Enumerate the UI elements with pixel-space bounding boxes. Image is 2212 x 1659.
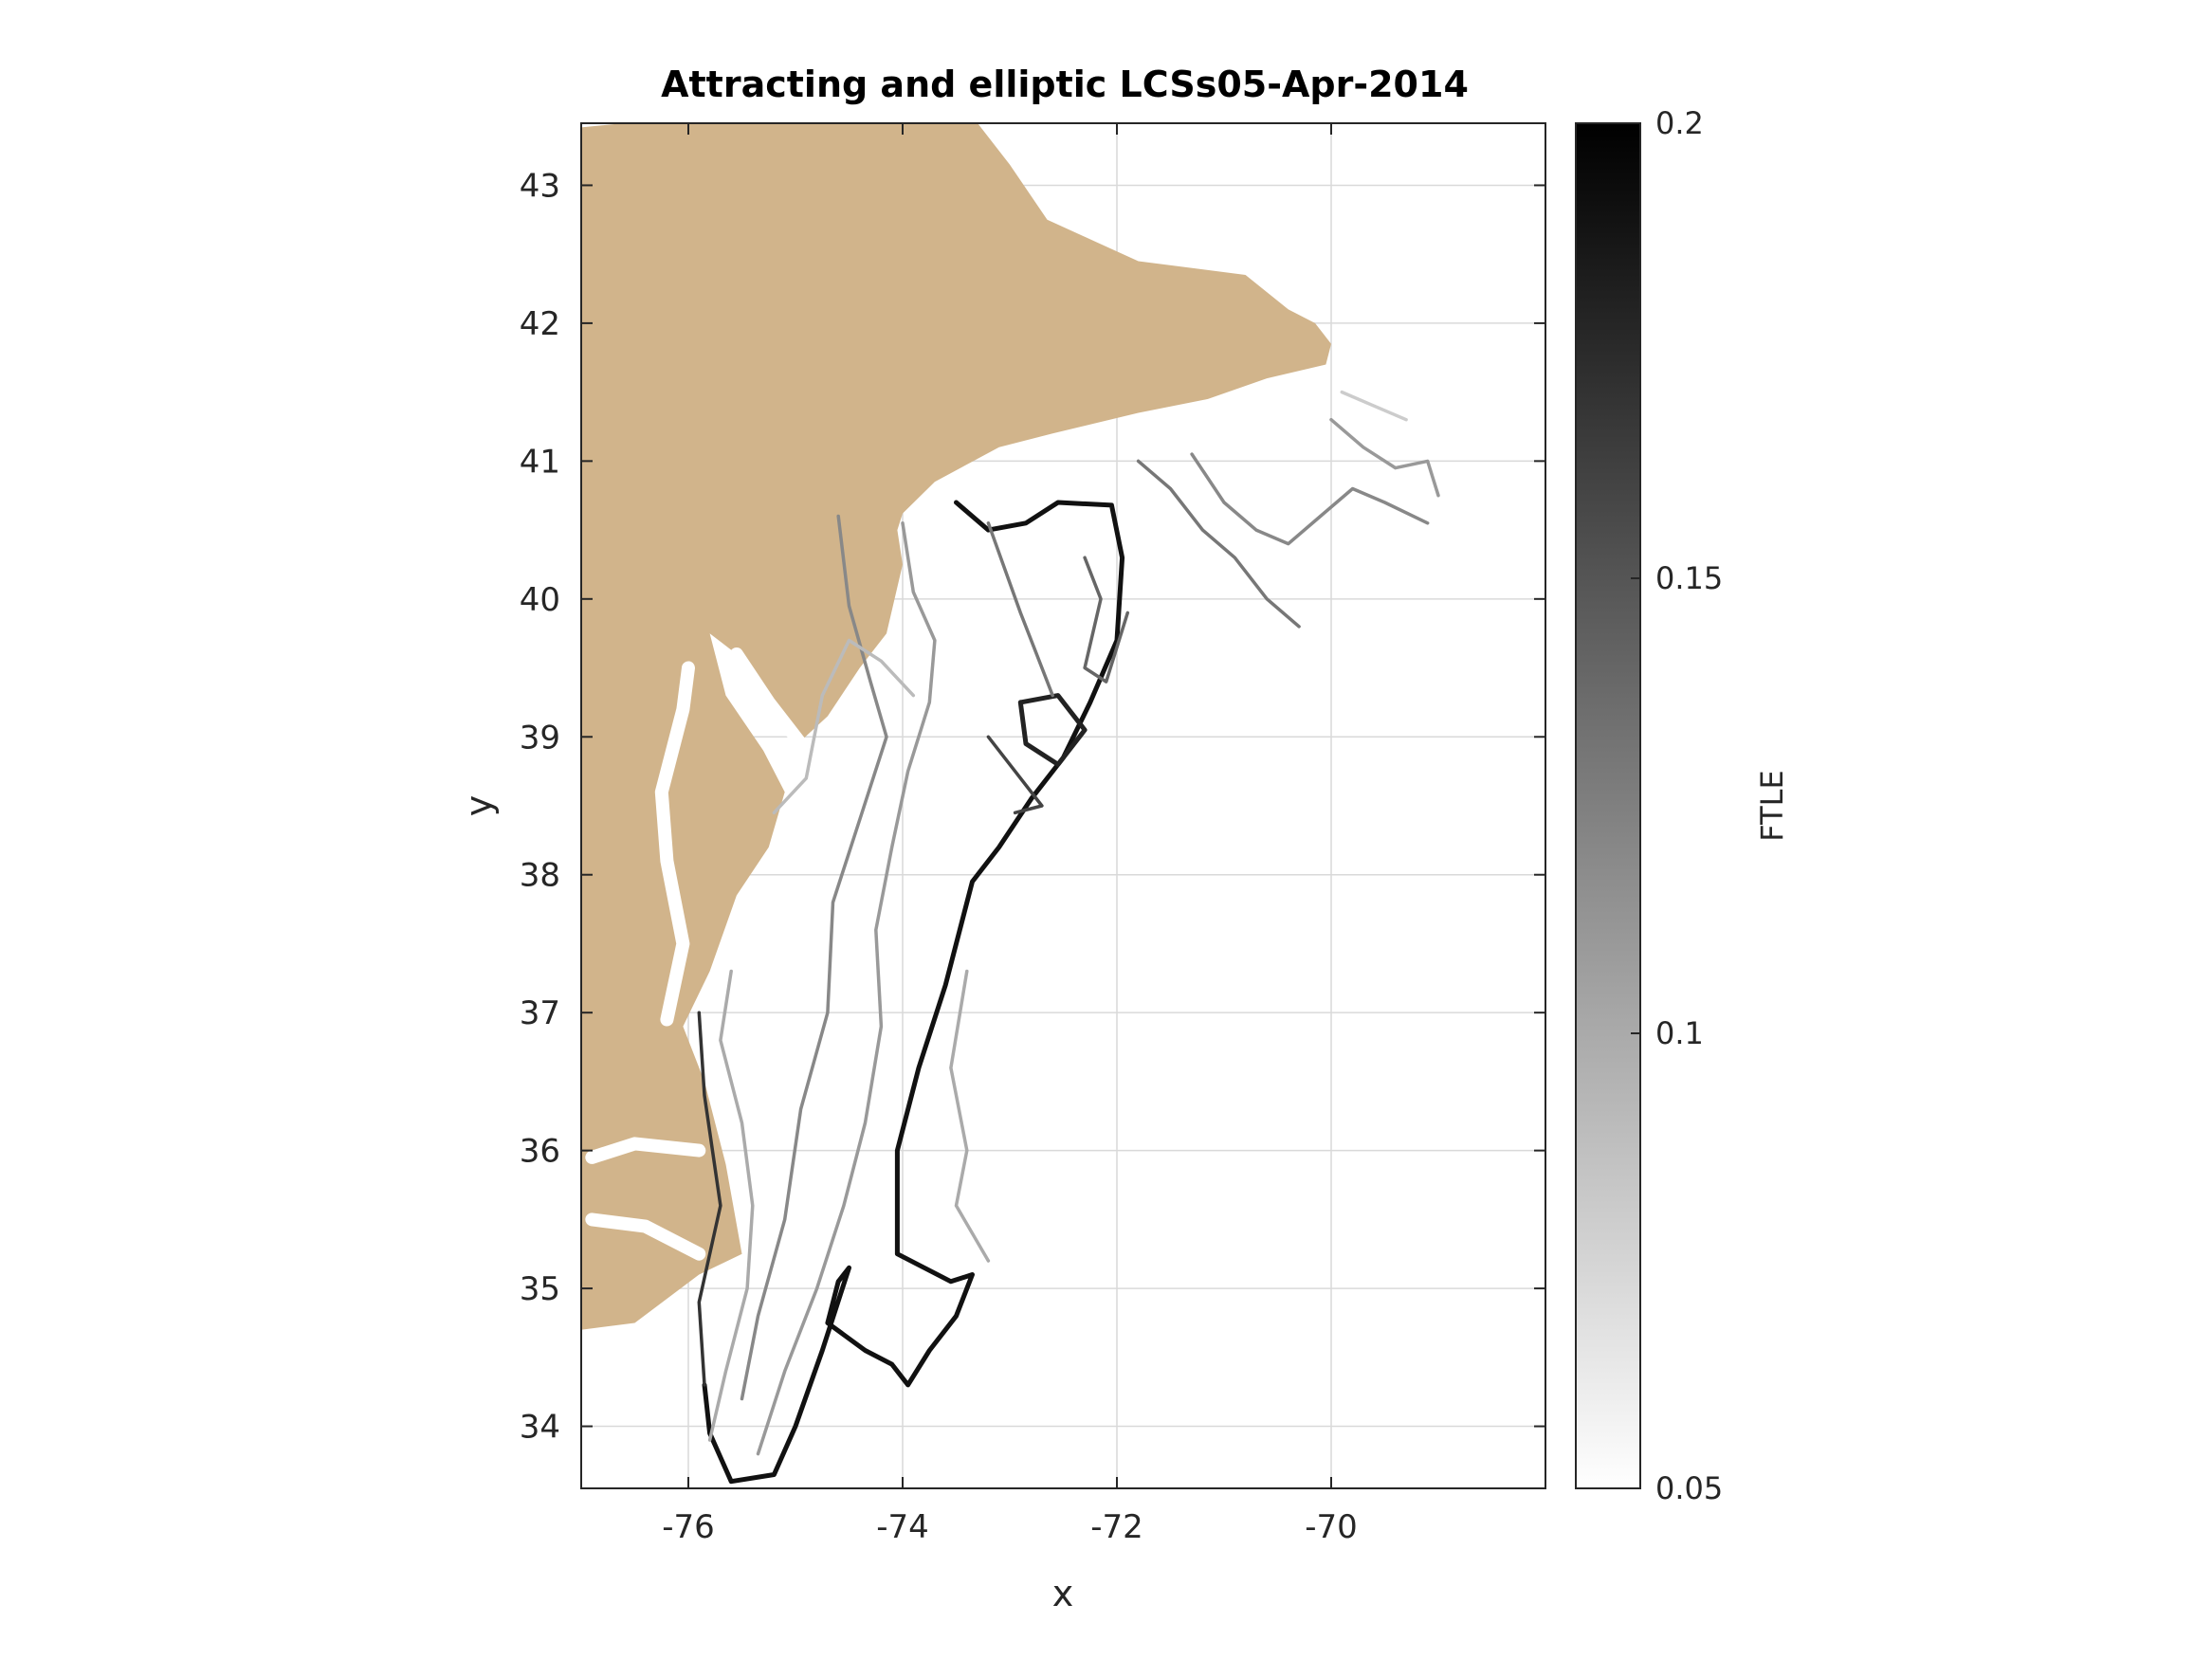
lcs-curve bbox=[1190, 452, 1430, 546]
bay-chesapeake bbox=[654, 661, 695, 1027]
y-tick-label: 35 bbox=[520, 1270, 560, 1308]
y-axis-ticks: 34 35 36 37 38 39 40 41 42 43 bbox=[520, 167, 1545, 1447]
x-axis-ticks: -76 -74 -72 -70 bbox=[662, 123, 1358, 1546]
bay-albemarle bbox=[585, 1137, 706, 1164]
axes-frame bbox=[580, 122, 1546, 1489]
colorbar-tick-label: 0.1 bbox=[1655, 1015, 1704, 1051]
colorbar-tick-label: 0.05 bbox=[1655, 1470, 1723, 1506]
land-mass bbox=[581, 123, 1331, 1488]
y-tick-label: 39 bbox=[520, 719, 560, 757]
lcs-curve bbox=[1083, 556, 1130, 684]
y-tick-label: 40 bbox=[520, 581, 560, 619]
bay-delaware bbox=[729, 647, 808, 751]
bay-pamlico bbox=[585, 1212, 706, 1261]
y-tick-label: 34 bbox=[520, 1409, 560, 1447]
lcs-curve bbox=[756, 521, 937, 1456]
chart-title: Attracting and elliptic LCSs05-Apr-2014 bbox=[661, 64, 1469, 105]
lcs-curve bbox=[986, 735, 1044, 815]
x-tick-label: -72 bbox=[1090, 1508, 1143, 1546]
colorbar-label: FTLE bbox=[1754, 770, 1790, 841]
lcs-curve bbox=[986, 521, 1054, 698]
y-tick-label: 37 bbox=[520, 994, 560, 1032]
x-tick-label: -70 bbox=[1305, 1508, 1358, 1546]
x-tick-label: -76 bbox=[662, 1508, 715, 1546]
y-tick-label: 43 bbox=[520, 167, 560, 205]
bay-layer bbox=[585, 647, 808, 1261]
colorbar-tick-label: 0.15 bbox=[1655, 560, 1723, 596]
y-tick-label: 42 bbox=[520, 305, 560, 343]
y-tick-label: 41 bbox=[520, 443, 560, 481]
lcs-curve bbox=[1329, 417, 1440, 498]
lcs-curve bbox=[740, 514, 888, 1401]
lcs-curve bbox=[772, 638, 916, 815]
colorbar-ticks: 0.05 0.1 0.15 0.2 bbox=[1631, 105, 1723, 1506]
lcs-curve bbox=[702, 500, 1125, 1485]
y-axis-label: y bbox=[458, 795, 500, 817]
x-axis-label: x bbox=[1052, 1573, 1074, 1614]
colorbar-gradient bbox=[1575, 122, 1641, 1489]
y-tick-label: 38 bbox=[520, 857, 560, 895]
colorbar: 0.05 0.1 0.15 0.2 FTLE bbox=[1575, 105, 1790, 1506]
y-tick-label: 36 bbox=[520, 1133, 560, 1171]
plot-area: -76 -74 -72 -70 34 35 36 37 38 39 40 41 42 43 bbox=[520, 122, 1546, 1546]
lcs-curve bbox=[1136, 459, 1301, 629]
lcs-curves bbox=[697, 390, 1440, 1485]
colorbar-tick-label: 0.2 bbox=[1655, 105, 1704, 141]
lcs-curve bbox=[697, 1011, 722, 1387]
lcs-curve bbox=[949, 969, 991, 1263]
x-tick-label: -74 bbox=[876, 1508, 929, 1546]
lcs-curve bbox=[707, 969, 755, 1442]
lcs-curve bbox=[1340, 390, 1408, 422]
